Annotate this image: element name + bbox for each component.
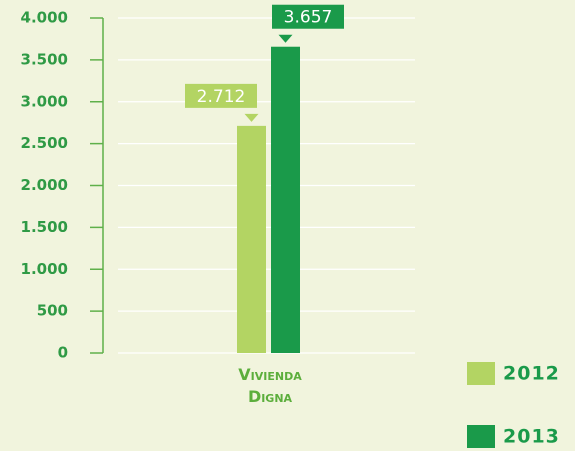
y-tick-label: 0: [58, 344, 68, 362]
bar: [271, 46, 300, 353]
y-tick-label: 2.500: [21, 134, 68, 152]
y-tick-label: 3.500: [21, 50, 68, 68]
legend-swatch: [467, 425, 495, 448]
value-label-pointer: [244, 113, 259, 122]
x-tick-label: Vivienda Digna: [238, 365, 302, 406]
y-tick-label: 500: [37, 302, 68, 320]
bar: [237, 125, 266, 354]
legend-label: 2013: [503, 426, 560, 448]
value-label-pointer: [278, 34, 293, 43]
legend-label: 2012: [503, 363, 560, 385]
value-label: 2.712: [197, 87, 246, 107]
y-tick-label: 1.500: [21, 218, 68, 236]
value-label-box: [185, 83, 257, 108]
value-label: 3.657: [284, 8, 333, 28]
y-tick-label: 2.000: [21, 176, 68, 194]
legend-swatch: [467, 362, 495, 385]
y-tick-label: 1.000: [21, 260, 68, 278]
y-tick-label: 4.000: [21, 9, 68, 27]
value-label-box: [272, 4, 344, 29]
y-tick-label: 3.000: [21, 92, 68, 110]
